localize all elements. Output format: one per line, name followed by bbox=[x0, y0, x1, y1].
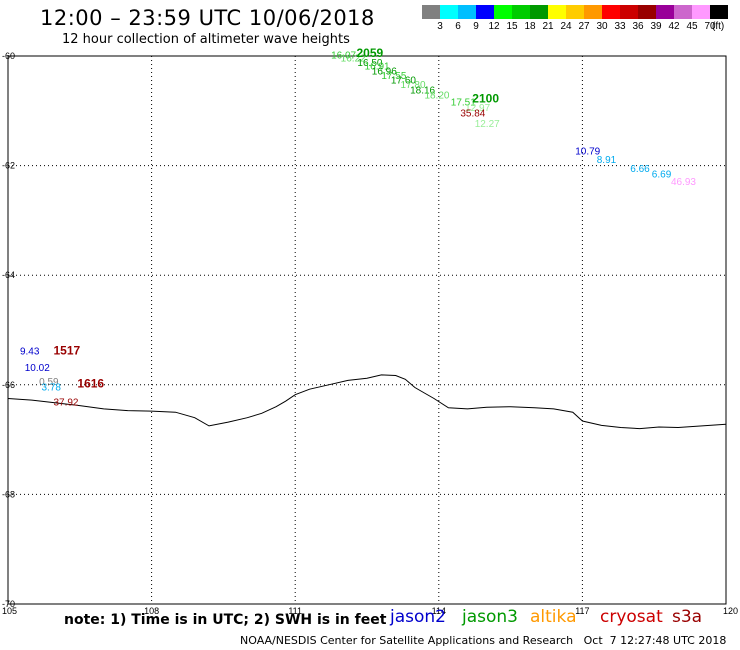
wave-height-label: 16.22 bbox=[341, 53, 366, 64]
colorbar-label: 21 bbox=[542, 21, 554, 32]
map-subtitle: 12 hour collection of altimeter wave hei… bbox=[62, 32, 350, 47]
wave-height-label: 8.91 bbox=[597, 155, 617, 166]
satellite-s3a: s3a bbox=[672, 607, 703, 627]
colorbar-label: 45 bbox=[686, 21, 698, 32]
wave-height-label: 46.93 bbox=[671, 177, 696, 188]
map-frame bbox=[7, 55, 727, 605]
colorbar-swatch bbox=[656, 5, 674, 19]
colorbar-swatch bbox=[548, 5, 566, 19]
colorbar-label: 6 bbox=[455, 21, 461, 32]
wave-height-label: 12.27 bbox=[475, 119, 500, 130]
colorbar-swatch bbox=[530, 5, 548, 19]
colorbar-label: 27 bbox=[578, 21, 590, 32]
colorbar-swatch bbox=[512, 5, 530, 19]
pass-time-label: 2059 bbox=[356, 46, 383, 60]
colorbar-swatch bbox=[602, 5, 620, 19]
map-title: 12:00 – 23:59 UTC 10/06/2018 bbox=[40, 6, 375, 30]
lat-tick-label: -64 bbox=[2, 270, 15, 280]
wave-height-label: 0.59 bbox=[39, 377, 59, 388]
colorbar-swatch bbox=[710, 5, 728, 19]
colorbar-swatch bbox=[566, 5, 584, 19]
wave-height-label: 12.97 bbox=[465, 103, 490, 114]
lat-tick-label: -60 bbox=[2, 51, 15, 61]
lat-tick-label: -62 bbox=[2, 161, 15, 171]
wave-height-label: 6.69 bbox=[652, 170, 672, 181]
altimeter-observations: 16.0716.22205916.5016.9116.9617.5517.601… bbox=[20, 46, 696, 409]
colorbar-label: 70 bbox=[704, 21, 716, 32]
colorbar-swatch bbox=[476, 5, 494, 19]
lon-tick-label: 105 bbox=[2, 606, 17, 616]
wave-height-label: 6.66 bbox=[630, 164, 650, 175]
satellite-jason2: jason2 bbox=[390, 607, 446, 627]
axis-tick-labels: 105 108 111 114 117 120 -60 -62 -64 -66 -68 -70 bbox=[2, 51, 738, 616]
wave-height-label: 17.60 bbox=[391, 75, 416, 86]
wave-height-label: 3.78 bbox=[42, 382, 62, 393]
colorbar-label: 30 bbox=[596, 21, 608, 32]
pass-time-label: 1616 bbox=[77, 377, 104, 391]
colorbar-swatch bbox=[638, 5, 656, 19]
colorbar-swatch bbox=[584, 5, 602, 19]
colorbar-swatch bbox=[620, 5, 638, 19]
lon-tick-label: 111 bbox=[288, 606, 302, 616]
wave-height-label: 9.43 bbox=[20, 347, 40, 358]
wave-height-label: 37.92 bbox=[53, 398, 78, 409]
note-text: note: 1) Time is in UTC; 2) SWH is in fe… bbox=[64, 612, 387, 628]
lat-tick-label: -68 bbox=[2, 489, 15, 499]
wave-height-label: 18.16 bbox=[410, 85, 435, 96]
colorbar-label: 36 bbox=[632, 21, 644, 32]
colorbar-label: 12 bbox=[488, 21, 500, 32]
wave-height-label: 16.07 bbox=[331, 51, 356, 62]
lon-tick-label: 108 bbox=[144, 606, 159, 616]
wave-height-label: 16.91 bbox=[365, 62, 390, 73]
pass-time-label: 1517 bbox=[53, 344, 80, 358]
colorbar-label: 18 bbox=[524, 21, 536, 32]
wave-height-label: 17.80 bbox=[401, 80, 426, 91]
lon-tick-label: 120 bbox=[723, 606, 738, 616]
lat-lon-grid bbox=[8, 56, 726, 604]
credit-line: NOAA/NESDIS Center for Satellite Applica… bbox=[240, 634, 727, 647]
colorbar-swatch bbox=[458, 5, 476, 19]
wave-height-label: 16.96 bbox=[372, 67, 397, 78]
satellite-jason3: jason3 bbox=[462, 607, 518, 627]
colorbar-swatch bbox=[440, 5, 458, 19]
colorbar-label: 24 bbox=[560, 21, 572, 32]
satellite-altika: altika bbox=[530, 607, 577, 627]
wave-height-label: 10.79 bbox=[575, 147, 600, 158]
colorbar-label: 39 bbox=[650, 21, 662, 32]
lat-tick-label: -70 bbox=[2, 599, 15, 609]
colorbar-unit: (ft) bbox=[712, 21, 725, 32]
colorbar-label: 3 bbox=[437, 21, 443, 32]
wave-height-label: 10.02 bbox=[25, 363, 50, 374]
colorbar-label: 33 bbox=[614, 21, 626, 32]
antarctic-coastline bbox=[7, 374, 727, 430]
wave-height-label: 17.51 bbox=[451, 97, 476, 108]
wave-height-label: 17.55 bbox=[381, 71, 406, 82]
satellite-cryosat: cryosat bbox=[600, 607, 663, 627]
wave-height-label: 18.20 bbox=[424, 91, 449, 102]
colorbar-swatch bbox=[422, 5, 440, 19]
lon-tick-label: 114 bbox=[432, 606, 446, 616]
wave-height-label: 35.84 bbox=[460, 108, 485, 119]
lon-tick-label: 117 bbox=[575, 606, 589, 616]
colorbar-swatch bbox=[494, 5, 512, 19]
colorbar-swatch bbox=[674, 5, 692, 19]
colorbar-label: 15 bbox=[506, 21, 518, 32]
wave-height-label: 16.50 bbox=[357, 58, 382, 69]
colorbar-label: 9 bbox=[473, 21, 479, 32]
colorbar-label: 42 bbox=[668, 21, 680, 32]
colorbar-swatch bbox=[692, 5, 710, 19]
lat-tick-label: -66 bbox=[2, 380, 15, 390]
pass-time-label: 2100 bbox=[472, 92, 499, 106]
